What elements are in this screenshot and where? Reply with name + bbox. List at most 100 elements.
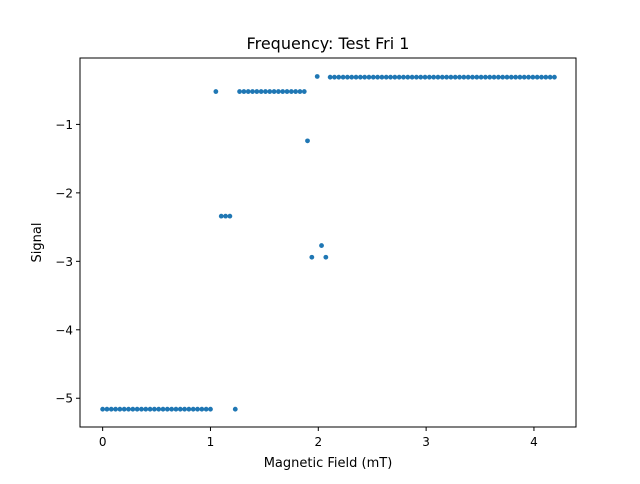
data-point	[314, 74, 320, 79]
data-point	[213, 89, 219, 94]
data-point	[547, 74, 553, 80]
data-point	[258, 89, 264, 94]
data-point	[435, 74, 441, 80]
data-point	[113, 406, 118, 412]
data-point	[117, 406, 123, 412]
x-tick-label: 2	[314, 435, 322, 449]
data-point	[332, 74, 337, 80]
data-point	[379, 74, 385, 80]
data-point	[227, 213, 233, 219]
data-point	[392, 74, 398, 80]
data-point	[353, 74, 359, 80]
data-point	[517, 74, 523, 80]
data-point	[169, 406, 175, 412]
data-point	[276, 89, 281, 94]
data-point	[143, 406, 149, 412]
x-tick-label: 1	[207, 435, 215, 449]
data-point	[297, 89, 303, 94]
data-point	[422, 74, 428, 80]
data-point	[426, 74, 432, 80]
data-point	[409, 74, 415, 80]
data-point	[218, 213, 224, 219]
data-point	[241, 89, 247, 94]
data-point	[271, 89, 277, 94]
data-point	[309, 254, 315, 260]
data-point	[457, 74, 462, 80]
data-point	[250, 89, 255, 94]
data-point	[534, 74, 540, 80]
data-point	[186, 406, 192, 412]
data-point	[478, 74, 484, 80]
data-point	[357, 74, 363, 80]
data-point	[431, 74, 437, 80]
data-point	[539, 74, 544, 80]
data-point	[521, 74, 527, 80]
data-point	[104, 406, 110, 412]
data-point	[237, 89, 242, 94]
data-point	[375, 74, 380, 80]
data-point	[349, 74, 355, 80]
data-point	[530, 74, 536, 80]
data-point	[284, 89, 290, 94]
data-point	[267, 89, 273, 94]
data-point	[245, 89, 251, 94]
data-point	[305, 138, 310, 144]
data-point	[208, 406, 213, 412]
data-point	[156, 406, 162, 412]
data-point	[470, 74, 475, 80]
data-point	[500, 74, 506, 80]
data-point	[293, 89, 299, 94]
data-point	[164, 406, 170, 412]
x-axis-ticks: 0 1 2 3 4	[99, 427, 538, 449]
data-point	[263, 89, 268, 94]
y-tick-label: −2	[55, 186, 73, 200]
data-point	[319, 243, 324, 248]
data-point	[362, 74, 368, 80]
data-point	[543, 74, 549, 80]
data-point	[487, 74, 493, 80]
data-point	[147, 406, 153, 412]
chart-title: Frequency: Test Fri 1	[247, 34, 410, 53]
data-point	[121, 406, 127, 412]
data-point	[323, 254, 329, 260]
data-point	[288, 89, 294, 94]
data-point	[418, 74, 424, 80]
x-axis-label: Magnetic Field (mT)	[264, 456, 393, 471]
data-point	[223, 213, 228, 219]
data-point	[483, 74, 488, 80]
y-tick-label: −3	[55, 255, 73, 269]
data-point	[504, 74, 510, 80]
data-point	[401, 74, 406, 80]
data-point	[280, 89, 286, 94]
data-point	[405, 74, 411, 80]
x-tick-label: 0	[99, 435, 107, 449]
x-tick-label: 3	[422, 435, 430, 449]
data-point	[327, 74, 333, 80]
data-point	[336, 74, 342, 80]
data-point	[383, 74, 389, 80]
y-tick-label: −1	[55, 118, 73, 132]
data-point	[491, 74, 497, 80]
data-point	[195, 406, 200, 412]
data-point	[134, 406, 140, 412]
y-axis-ticks: −1 −2 −3 −4 −5	[55, 118, 80, 406]
data-point	[190, 406, 196, 412]
data-point	[526, 74, 531, 80]
data-point	[160, 406, 166, 412]
data-point	[439, 74, 445, 80]
data-point	[552, 74, 557, 80]
y-tick-label: −5	[55, 392, 73, 406]
y-tick-label: −4	[55, 323, 73, 337]
data-point	[301, 89, 307, 94]
data-point	[232, 406, 238, 412]
data-point	[396, 74, 402, 80]
data-point	[152, 406, 157, 412]
data-point	[448, 74, 454, 80]
data-point	[340, 74, 346, 80]
data-point	[414, 74, 419, 80]
data-point	[461, 74, 467, 80]
y-axis-label: Signal	[30, 223, 45, 263]
data-point	[345, 74, 350, 80]
